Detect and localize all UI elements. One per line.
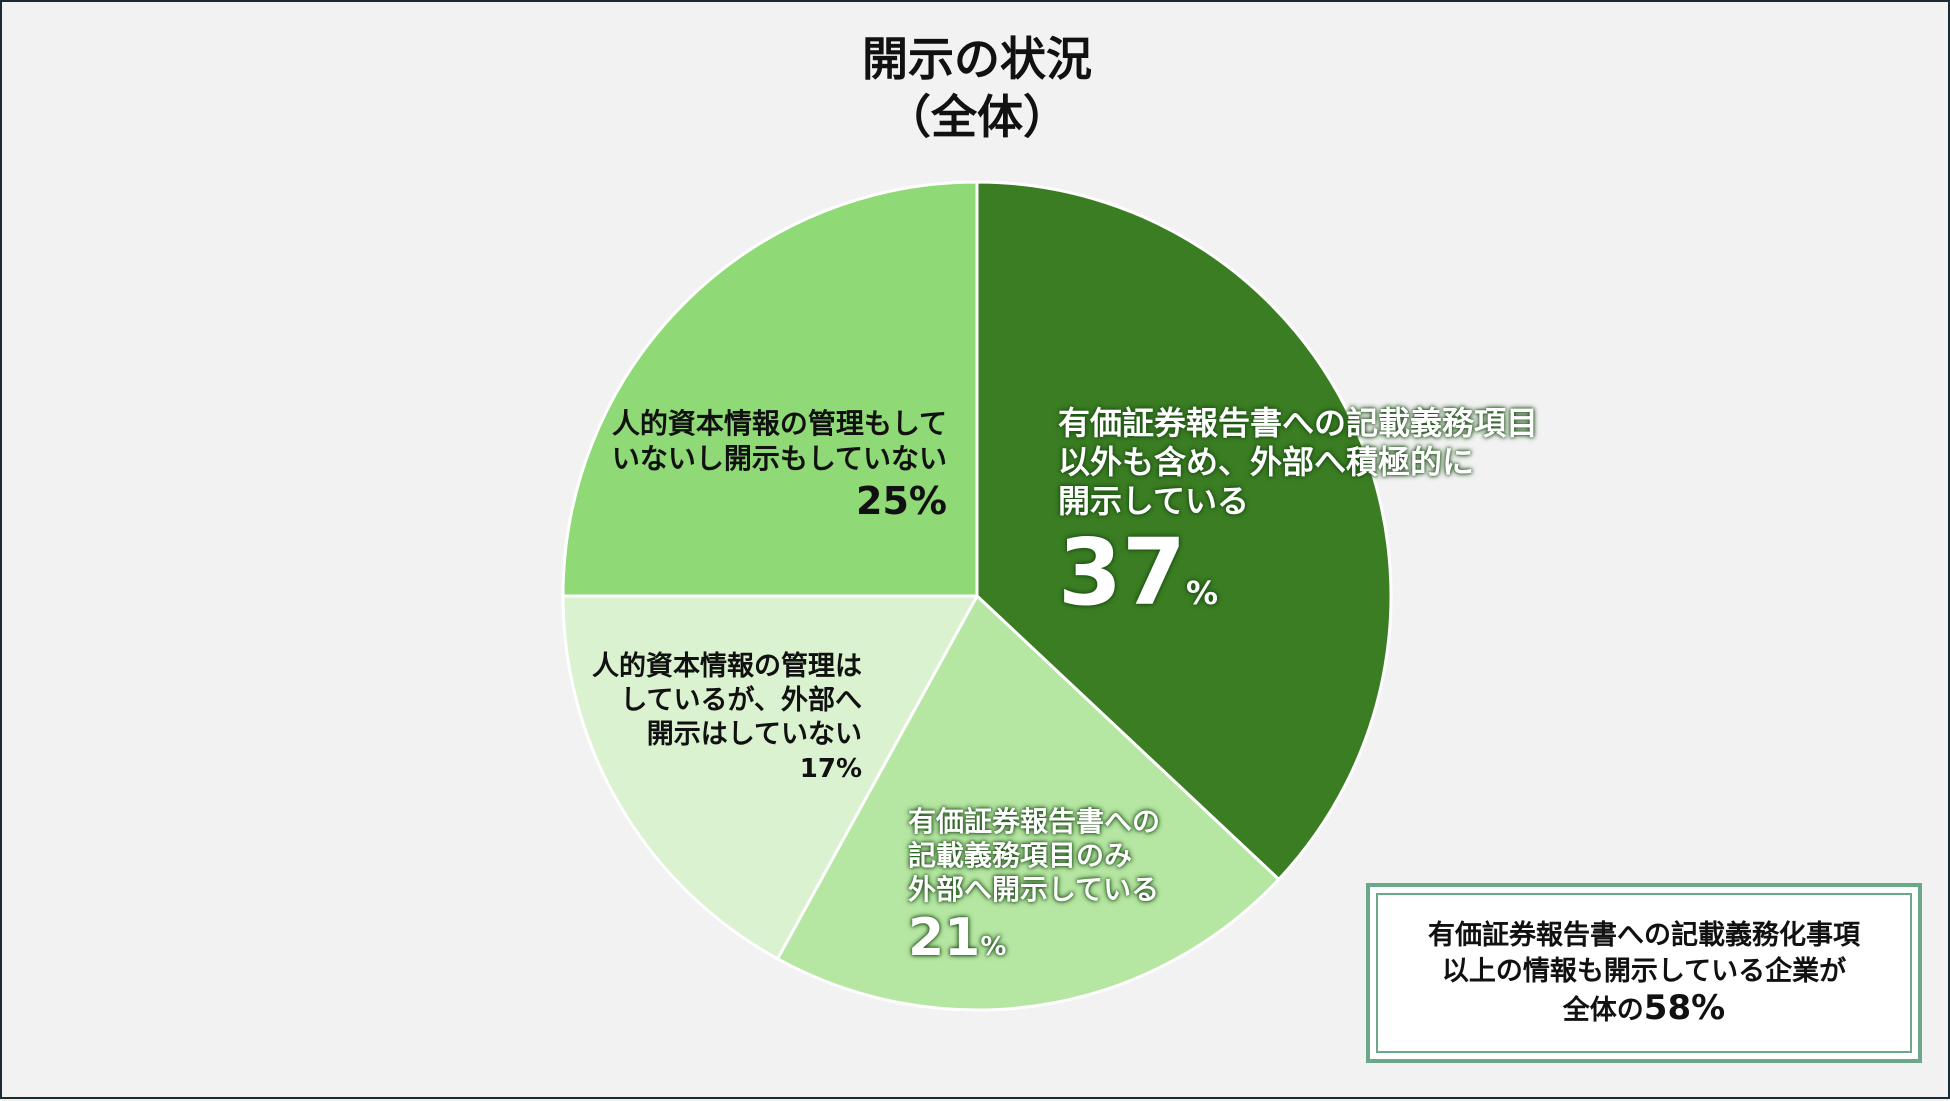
slice-label-line: 人的資本情報の管理は xyxy=(592,651,862,682)
slice-label-line: 外部へ開示している xyxy=(908,873,1160,906)
slice-value-number: 37 xyxy=(1058,519,1187,626)
slice-value-label: 21% xyxy=(908,907,1160,978)
slice-value-label: 17% xyxy=(799,754,862,784)
chart-title-line-1: 開示の状況 xyxy=(862,32,1092,86)
slice-label-line: 記載義務項目のみ xyxy=(908,839,1133,872)
slice-value-label: 25% xyxy=(856,479,947,523)
slice-label-line: いないし開示もしていない xyxy=(611,442,947,475)
slice-label-managed-not-disclosed: 人的資本情報の管理は しているが、外部へ 開示はしていない 17% xyxy=(562,650,862,786)
summary-note-line: 以上の情報も開示している企業が xyxy=(1441,955,1847,987)
slice-label-line: 有価証券報告書への記載義務項目 xyxy=(1058,404,1539,442)
pie-slice-mandatory-only xyxy=(776,594,1281,1012)
summary-note-value: 58% xyxy=(1643,987,1726,1028)
slice-value-number: 21 xyxy=(908,908,981,968)
summary-note-last-line: 全体の58% xyxy=(1563,990,1725,1029)
pie-slice-actively-disclosing xyxy=(975,180,1393,881)
pie-slice-neither xyxy=(561,180,979,598)
slice-label-neither: 人的資本情報の管理もして いないし開示もしていない 25% xyxy=(582,406,947,526)
slice-label-line: 人的資本情報の管理もして xyxy=(611,407,947,440)
slice-label-actively-disclosing: 有価証券報告書への記載義務項目 以外も含め、外部へ積極的に 開示している 37% xyxy=(1058,404,1538,645)
slice-label-mandatory-only: 有価証券報告書への 記載義務項目のみ 外部へ開示している 21% xyxy=(908,805,1160,978)
slice-label-line: しているが、外部へ xyxy=(620,685,862,716)
slice-label-line: 有価証券報告書への xyxy=(908,805,1161,838)
slice-label-line: 開示している xyxy=(1058,482,1250,520)
slice-label-line: 以外も含め、外部へ積極的に xyxy=(1058,443,1475,481)
pie-slice-managed-not-disclosed xyxy=(561,594,979,961)
slice-value-label: 37% xyxy=(1058,521,1538,645)
slice-value-unit: % xyxy=(1186,574,1219,612)
chart-title: 開示の状況 （全体） xyxy=(2,30,1950,146)
summary-note-line: 有価証券報告書への記載義務化事項 xyxy=(1428,919,1860,951)
slice-value-unit: % xyxy=(980,932,1007,962)
summary-note-prefix: 全体の xyxy=(1562,994,1644,1026)
summary-note-box: 有価証券報告書への記載義務化事項 以上の情報も開示している企業が 全体の58% xyxy=(1366,883,1922,1063)
slice-label-line: 開示はしていない xyxy=(646,719,862,750)
chart-title-line-2: （全体） xyxy=(885,90,1069,144)
summary-note: 有価証券報告書への記載義務化事項 以上の情報も開示している企業が 全体の58% xyxy=(1376,893,1912,1053)
